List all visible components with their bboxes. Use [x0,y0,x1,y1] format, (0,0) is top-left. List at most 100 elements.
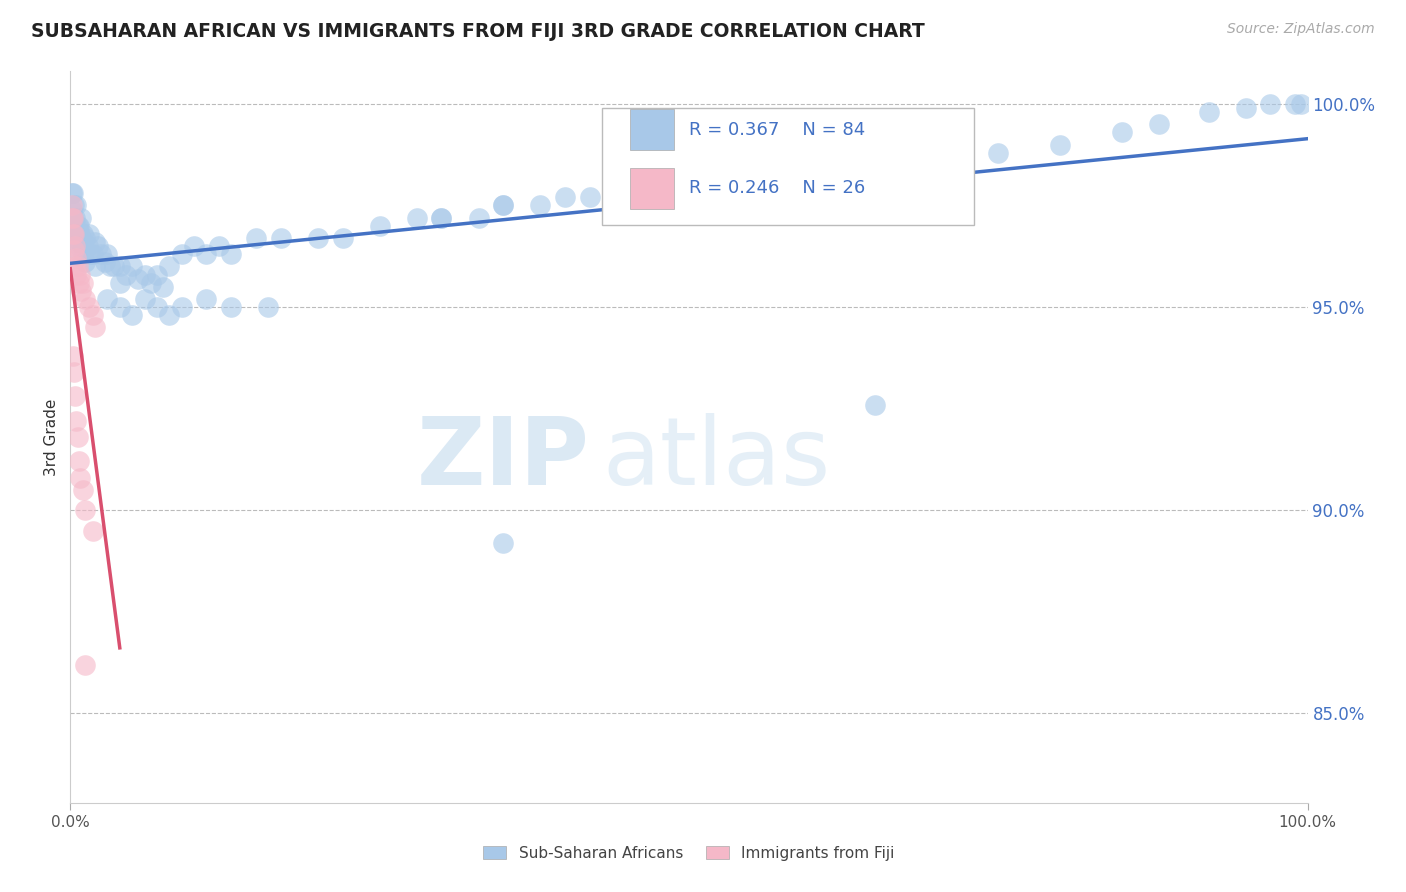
Point [75,255,97,269]
Point [146,268,169,282]
Point [108,300,131,314]
Point [492,198,515,212]
Point [108,260,131,274]
Point [60,211,83,225]
Point [72,483,94,497]
Point [103,260,125,274]
Text: R = 0.367    N = 84: R = 0.367 N = 84 [689,121,865,139]
Point [94,255,117,269]
Point [121,260,143,274]
Point [257,300,280,314]
Point [1284,96,1306,111]
Point [84,260,107,274]
Point [307,231,329,245]
Point [67,219,90,233]
Text: Source: ZipAtlas.com: Source: ZipAtlas.com [1227,22,1375,37]
Point [63,219,86,233]
Point [84,320,107,334]
Point [60,198,83,212]
Point [157,260,180,274]
Point [65,231,87,245]
FancyBboxPatch shape [630,168,673,209]
Point [195,247,218,261]
Text: atlas: atlas [602,413,831,505]
Point [62,211,84,225]
Point [67,239,90,253]
Point [75,657,97,672]
Point [72,276,94,290]
Text: SUBSAHARAN AFRICAN VS IMMIGRANTS FROM FIJI 3RD GRADE CORRELATION CHART: SUBSAHARAN AFRICAN VS IMMIGRANTS FROM FI… [31,22,925,41]
Point [1260,96,1282,111]
Point [63,227,86,241]
Point [65,268,87,282]
Point [62,186,84,201]
Point [127,271,149,285]
Point [75,231,97,245]
Point [65,198,87,212]
Point [79,247,101,261]
Point [170,300,193,314]
Point [987,145,1010,160]
Point [66,219,89,233]
Point [72,247,94,261]
Point [245,231,267,245]
Point [77,300,100,314]
Point [60,186,83,201]
Point [67,276,90,290]
Point [62,227,84,241]
Point [219,247,242,261]
Point [96,247,118,261]
Point [332,231,354,245]
FancyBboxPatch shape [630,110,673,151]
Point [69,247,91,261]
Point [157,308,180,322]
Point [66,430,89,444]
Point [62,349,84,363]
Point [1049,137,1071,152]
Point [84,235,107,249]
Point [75,292,97,306]
Point [115,268,138,282]
Point [66,260,89,274]
Point [146,300,169,314]
Point [678,178,700,193]
Point [1147,117,1170,131]
Point [96,292,118,306]
Point [65,260,87,274]
Point [82,524,104,538]
Point [368,219,391,233]
Point [430,211,453,225]
Point [63,365,86,379]
Point [82,247,104,261]
Point [98,260,121,274]
FancyBboxPatch shape [602,108,973,225]
Point [139,276,162,290]
Point [467,211,489,225]
Point [121,308,143,322]
Point [863,398,886,412]
Point [69,268,91,282]
Point [208,239,231,253]
Point [63,243,86,257]
Point [183,239,205,253]
Point [1111,125,1133,139]
Point [77,227,100,241]
Point [69,471,91,485]
Point [65,389,87,403]
Point [579,190,602,204]
Point [70,231,93,245]
Point [134,268,156,282]
Point [76,239,98,253]
Point [134,292,156,306]
Point [60,202,83,217]
Point [66,235,89,249]
Point [152,279,174,293]
Point [63,198,86,212]
Y-axis label: 3rd Grade: 3rd Grade [44,399,59,475]
Point [492,198,515,212]
Point [82,308,104,322]
Point [86,239,108,253]
Point [65,252,87,266]
Point [65,414,87,428]
Point [67,454,90,468]
